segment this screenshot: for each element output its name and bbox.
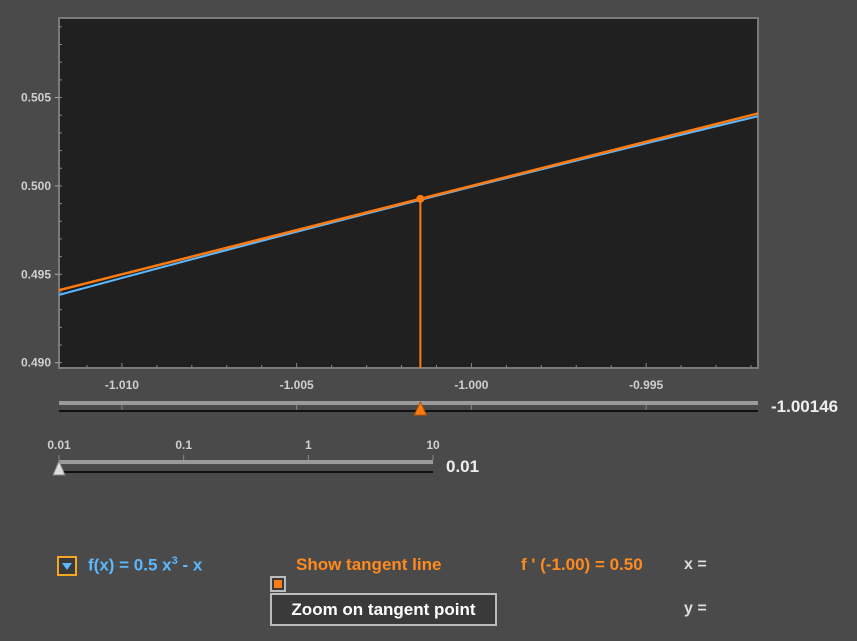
- y-tick-label: 0.495: [21, 267, 51, 281]
- plot-background: [58, 17, 759, 369]
- function-label: f(x) = 0.5 x3 - x: [88, 555, 203, 575]
- x-tick-label: -1.005: [280, 378, 314, 392]
- y-tick-label: 0.500: [21, 179, 51, 193]
- checkbox-check-icon: [274, 580, 282, 588]
- show-tangent-checkbox[interactable]: [270, 576, 286, 592]
- zoom-slider-value: 0.01: [446, 457, 480, 476]
- show-tangent-label[interactable]: Show tangent line: [296, 555, 442, 574]
- x-slider-track-shadow: [59, 410, 758, 412]
- tangent-point[interactable]: [416, 194, 425, 203]
- zoom-tick-label: 10: [426, 438, 440, 452]
- function-dropdown[interactable]: [57, 556, 77, 576]
- axes: 0.490 0.495 0.500 0.505 -1.010 -1.005 -1.000 -0…: [21, 26, 752, 392]
- zoom-tick-label: 1: [305, 438, 312, 452]
- curves: [58, 112, 759, 368]
- x-tick-label: -1.010: [105, 378, 139, 392]
- derivative-readout: f ' (-1.00) = 0.50: [521, 555, 643, 574]
- x-slider-thumb[interactable]: [413, 400, 428, 416]
- zoom-slider-track[interactable]: [59, 460, 433, 464]
- y-tick-label: 0.505: [21, 91, 51, 105]
- x-slider-track[interactable]: [59, 401, 758, 405]
- zoom-slider-track-shadow: [59, 471, 433, 473]
- x-readout-label: x =: [684, 556, 707, 573]
- x-tick-label: -1.000: [454, 378, 488, 392]
- x-slider[interactable]: [59, 400, 758, 416]
- zoom-slider[interactable]: 0.01 0.1 1 10: [47, 438, 440, 476]
- tangent-line: [58, 112, 759, 292]
- zoom-slider-thumb[interactable]: [52, 459, 66, 476]
- x-tick-label: -0.995: [629, 378, 663, 392]
- chevron-down-icon: [62, 563, 72, 570]
- zoom-tangent-button[interactable]: Zoom on tangent point: [270, 593, 497, 626]
- zoom-tick-label: 0.01: [47, 438, 71, 452]
- y-tick-label: 0.490: [21, 356, 51, 370]
- zoom-tick-label: 0.1: [175, 438, 192, 452]
- x-slider-value: -1.00146: [771, 397, 839, 416]
- y-readout-label: y =: [684, 600, 707, 617]
